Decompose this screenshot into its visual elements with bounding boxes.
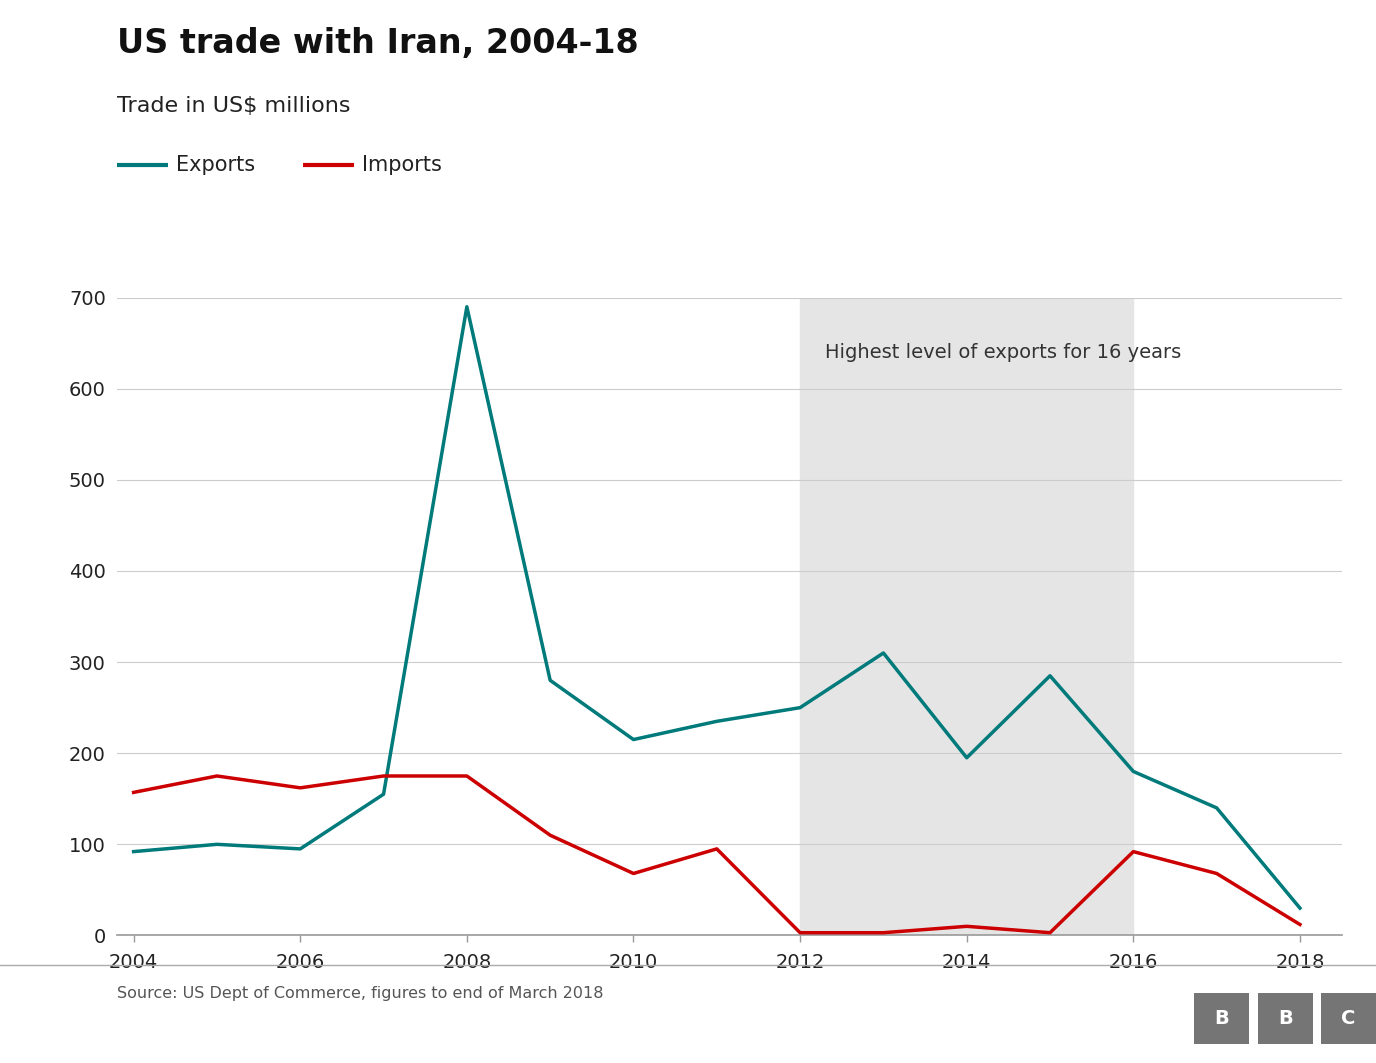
Text: Source: US Dept of Commerce, figures to end of March 2018: Source: US Dept of Commerce, figures to … bbox=[117, 986, 604, 1001]
Text: B: B bbox=[1278, 1009, 1292, 1028]
Text: US trade with Iran, 2004-18: US trade with Iran, 2004-18 bbox=[117, 27, 638, 60]
Text: B: B bbox=[1215, 1009, 1229, 1028]
Text: Trade in US$ millions: Trade in US$ millions bbox=[117, 96, 351, 116]
Text: C: C bbox=[1342, 1009, 1355, 1028]
Bar bbox=[799, 298, 1134, 935]
Text: Imports: Imports bbox=[362, 155, 442, 174]
Text: Exports: Exports bbox=[176, 155, 256, 174]
Text: Highest level of exports for 16 years: Highest level of exports for 16 years bbox=[826, 343, 1182, 362]
